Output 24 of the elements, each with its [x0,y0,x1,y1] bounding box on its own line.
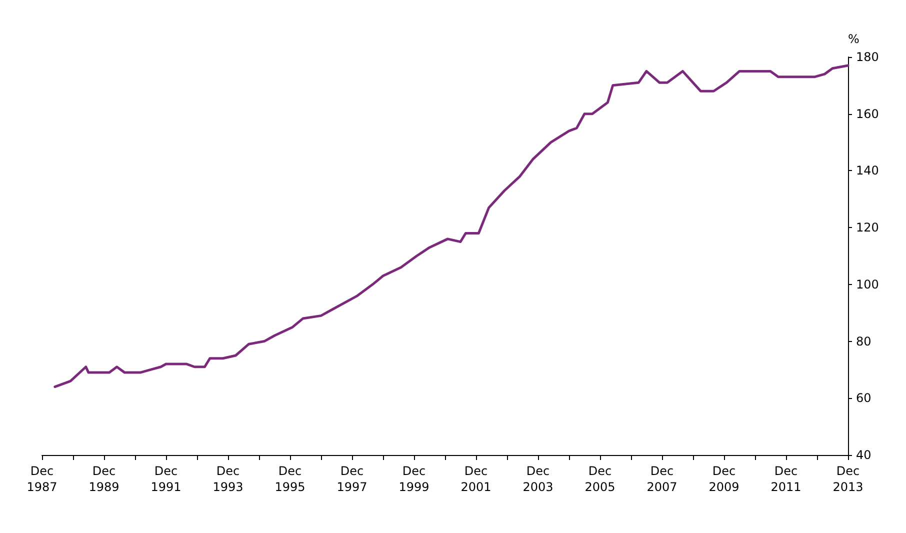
x-tick-label: Dec 2005 [584,464,616,494]
x-tick-label: Dec 1997 [336,464,368,494]
x-tick-label: Dec 2009 [708,464,740,494]
x-tick-label: Dec 2011 [770,464,802,494]
x-tick-label: Dec 1993 [212,464,244,494]
x-tick-label: Dec 1987 [26,464,58,494]
y-tick-label: 40 [856,448,872,462]
x-tick-label: Dec 2001 [460,464,492,494]
x-tick-label: Dec 1999 [398,464,430,494]
y-tick-label: 160 [856,106,879,121]
y-tick-label: 180 [856,50,879,64]
x-tick-label: Dec 1989 [88,464,120,494]
line-series [54,64,850,388]
y-tick-label: 140 [856,164,879,178]
y-tick-label: 80 [856,334,872,348]
y-tick-label: 60 [856,391,872,406]
x-tick-label: Dec 2013 [832,464,864,494]
y-tick-label: 100 [856,277,879,292]
x-tick-label: Dec 2003 [522,464,554,494]
y-axis-title: % [848,32,860,46]
x-tick-label: Dec 1995 [274,464,306,494]
x-tick-label: Dec 2007 [646,464,678,494]
x-tick-label: Dec 1991 [150,464,182,494]
y-tick-label: 120 [856,220,879,235]
